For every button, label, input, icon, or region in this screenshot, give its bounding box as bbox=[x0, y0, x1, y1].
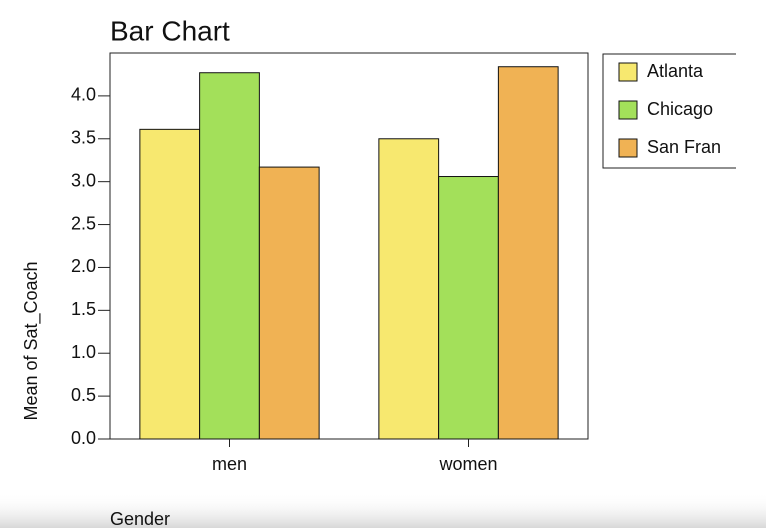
bar bbox=[139, 128, 201, 440]
y-axis-label: Mean of Sat_Coach bbox=[21, 261, 42, 420]
legend-label: San Fran bbox=[647, 137, 721, 157]
x-tick-label: men bbox=[212, 454, 247, 474]
chart-title: Bar Chart bbox=[110, 15, 230, 46]
legend-label: Chicago bbox=[647, 99, 713, 119]
bar bbox=[258, 166, 320, 440]
legend: Atlanta Chicago San Fran bbox=[602, 53, 736, 169]
y-tick-label: 3.0 bbox=[71, 170, 96, 190]
legend-label: Atlanta bbox=[647, 61, 704, 81]
bar bbox=[378, 138, 440, 440]
x-tick-label: women bbox=[438, 454, 497, 474]
y-tick-label: 2.0 bbox=[71, 256, 96, 276]
y-tick-label: 3.5 bbox=[71, 128, 96, 148]
y-tick-label: 4.0 bbox=[71, 85, 96, 105]
plot-frame bbox=[109, 52, 589, 440]
x-axis-label: Gender bbox=[110, 509, 170, 528]
legend-swatch bbox=[618, 100, 638, 120]
y-tick-label: 0.0 bbox=[71, 428, 96, 448]
legend-swatch bbox=[618, 62, 638, 82]
y-tick-label: 1.0 bbox=[71, 342, 96, 362]
y-tick-label: 1.5 bbox=[71, 299, 96, 319]
y-tick-label: 2.5 bbox=[71, 213, 96, 233]
y-tick-label: 0.5 bbox=[71, 385, 96, 405]
legend-swatch bbox=[618, 138, 638, 158]
bar bbox=[199, 72, 260, 440]
bar bbox=[438, 176, 499, 440]
bottom-fade bbox=[0, 492, 766, 528]
bar bbox=[497, 66, 559, 440]
